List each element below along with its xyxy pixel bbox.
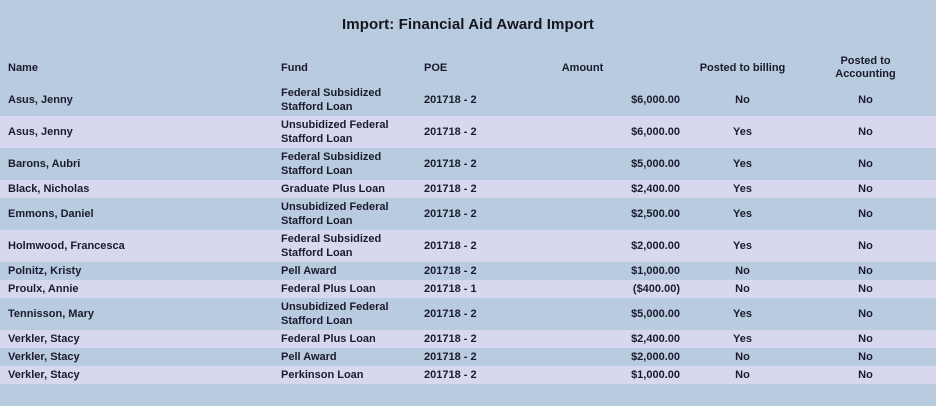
fund-cell: Federal Plus Loan [281,333,376,345]
fund-cell: Perkinson Loan [281,369,364,381]
poe-cell: 201718 - 2 [424,94,477,106]
poe-cell: 201718 - 2 [424,369,477,381]
column-header-poe: POE [424,61,448,74]
poe-cell: 201718 - 2 [424,126,477,138]
amount-cell: $1,000.00 [631,265,680,277]
amount-cell: $2,400.00 [631,333,680,345]
table-row: Barons, Aubri Federal Subsidized Staffor… [0,148,936,180]
name-cell: Verkler, Stacy [8,369,80,381]
name-cell: Black, Nicholas [8,183,90,195]
table-row: Emmons, Daniel Unsubidized Federal Staff… [0,198,936,230]
awards-table: Name Fund POE Amount Posted to billing P… [0,52,936,384]
posted-billing-cell: Yes [733,208,752,220]
name-cell: Asus, Jenny [8,126,73,138]
fund-cell: Federal Subsidized Stafford Loan [281,151,382,177]
fund-cell: Pell Award [281,351,337,363]
posted-accounting-cell: No [858,351,873,363]
table-row: Verkler, Stacy Federal Plus Loan 201718 … [0,330,936,348]
posted-billing-cell: Yes [733,240,752,252]
fund-cell: Graduate Plus Loan [281,183,385,195]
table-row: Asus, Jenny Federal Subsidized Stafford … [0,84,936,116]
posted-billing-cell: Yes [733,183,752,195]
name-cell: Barons, Aubri [8,158,81,170]
table-row: Holmwood, Francesca Federal Subsidized S… [0,230,936,262]
poe-cell: 201718 - 1 [424,283,477,295]
amount-cell: $6,000.00 [631,94,680,106]
column-header-posted-accounting-label: Posted to Accounting [835,55,896,80]
posted-accounting-cell: No [858,333,873,345]
posted-billing-cell: No [735,283,750,295]
table-row: Tennisson, Mary Unsubidized Federal Staf… [0,298,936,330]
fund-cell: Pell Award [281,265,337,277]
posted-accounting-cell: No [858,369,873,381]
amount-cell: $6,000.00 [631,126,680,138]
posted-billing-cell: No [735,265,750,277]
posted-billing-cell: No [735,94,750,106]
name-cell: Asus, Jenny [8,94,73,106]
table-row: Polnitz, Kristy Pell Award 201718 - 2 $1… [0,262,936,280]
amount-cell: $2,400.00 [631,183,680,195]
posted-accounting-cell: No [858,283,873,295]
posted-accounting-cell: No [858,265,873,277]
column-header-name: Name [8,61,38,74]
column-header-fund: Fund [281,61,308,74]
fund-cell: Federal Subsidized Stafford Loan [281,87,382,113]
poe-cell: 201718 - 2 [424,333,477,345]
name-cell: Polnitz, Kristy [8,265,82,277]
fund-cell: Unsubidized Federal Stafford Loan [281,301,389,327]
table-row: Verkler, Stacy Pell Award 201718 - 2 $2,… [0,348,936,366]
column-header-posted-billing: Posted to billing [699,61,786,74]
amount-cell: $2,000.00 [631,351,680,363]
posted-billing-cell: No [735,351,750,363]
name-cell: Emmons, Daniel [8,208,94,220]
poe-cell: 201718 - 2 [424,158,477,170]
amount-cell: $5,000.00 [631,308,680,320]
page-root: Import: Financial Aid Award Import Name … [0,16,936,384]
posted-billing-cell: Yes [733,333,752,345]
posted-billing-cell: Yes [733,126,752,138]
posted-accounting-cell: No [858,308,873,320]
poe-cell: 201718 - 2 [424,208,477,220]
poe-cell: 201718 - 2 [424,183,477,195]
table-header-row: Name Fund POE Amount Posted to billing P… [0,52,936,84]
poe-cell: 201718 - 2 [424,351,477,363]
table-row: Verkler, Stacy Perkinson Loan 201718 - 2… [0,366,936,384]
fund-cell: Unsubidized Federal Stafford Loan [281,119,389,145]
column-header-amount: Amount [561,61,604,74]
fund-cell: Unsubidized Federal Stafford Loan [281,201,389,227]
posted-accounting-cell: No [858,158,873,170]
posted-billing-cell: Yes [733,308,752,320]
amount-cell: $2,500.00 [631,208,680,220]
name-cell: Tennisson, Mary [8,308,94,320]
poe-cell: 201718 - 2 [424,265,477,277]
name-cell: Verkler, Stacy [8,351,80,363]
amount-cell: $5,000.00 [631,158,680,170]
page-title: Import: Financial Aid Award Import [341,16,595,33]
fund-cell: Federal Subsidized Stafford Loan [281,233,382,259]
posted-accounting-cell: No [858,208,873,220]
table-row: Asus, Jenny Unsubidized Federal Stafford… [0,116,936,148]
posted-accounting-cell: No [858,240,873,252]
amount-cell: $1,000.00 [631,369,680,381]
fund-cell: Federal Plus Loan [281,283,376,295]
column-header-posted-accounting: Posted to Accounting [795,52,936,84]
posted-billing-cell: No [735,369,750,381]
name-cell: Verkler, Stacy [8,333,80,345]
amount-cell: ($400.00) [632,283,680,295]
posted-accounting-cell: No [858,94,873,106]
posted-accounting-cell: No [858,126,873,138]
table-row: Black, Nicholas Graduate Plus Loan 20171… [0,180,936,198]
table-row: Proulx, Annie Federal Plus Loan 201718 -… [0,280,936,298]
poe-cell: 201718 - 2 [424,308,477,320]
poe-cell: 201718 - 2 [424,240,477,252]
name-cell: Holmwood, Francesca [8,240,125,252]
posted-accounting-cell: No [858,183,873,195]
name-cell: Proulx, Annie [8,283,79,295]
amount-cell: $2,000.00 [631,240,680,252]
posted-billing-cell: Yes [733,158,752,170]
